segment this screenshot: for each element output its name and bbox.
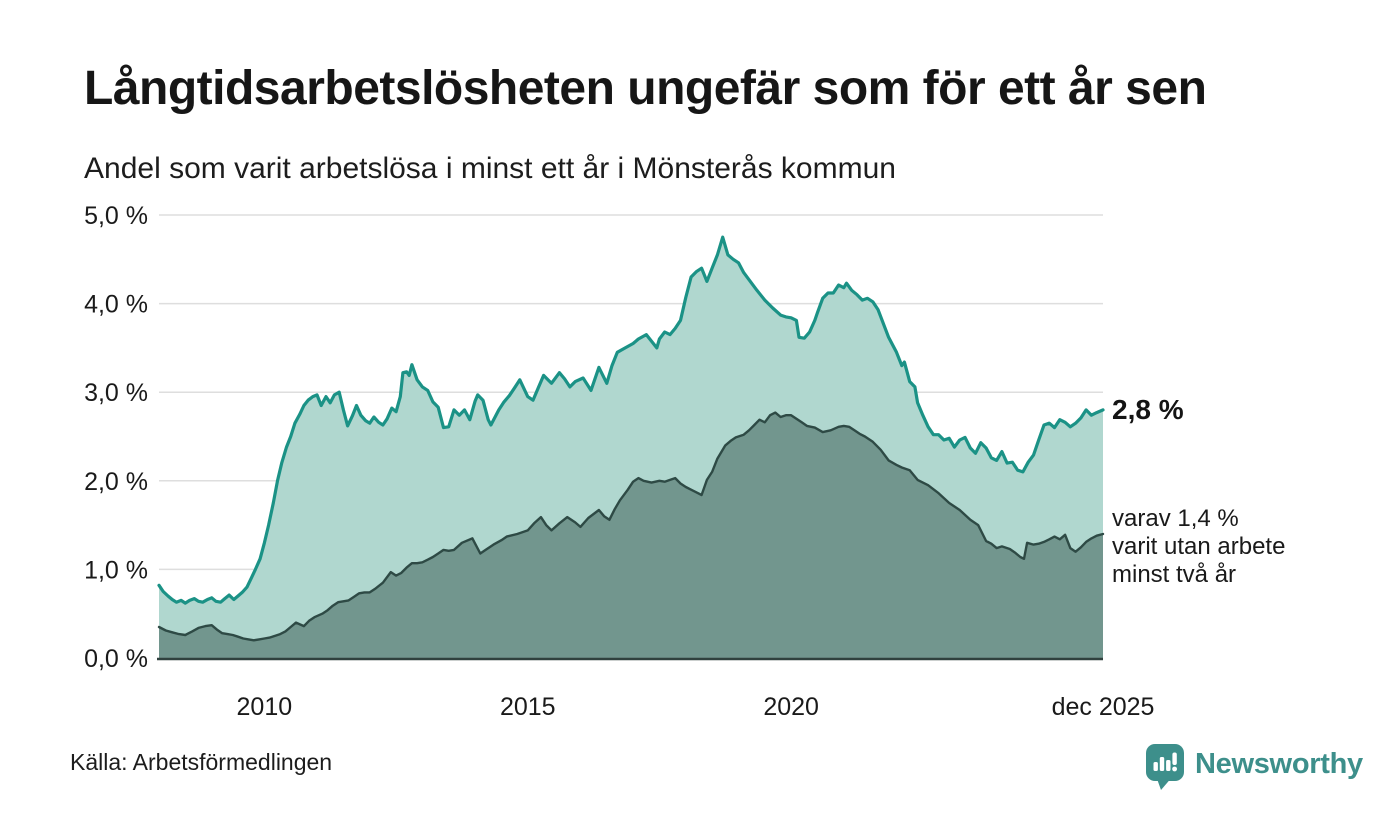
newsworthy-wordmark: Newsworthy xyxy=(1195,748,1363,780)
secondary-annotation-line: minst två år xyxy=(1112,560,1237,588)
svg-text:dec 2025: dec 2025 xyxy=(1052,693,1155,721)
svg-text:3,0 %: 3,0 % xyxy=(84,379,148,407)
secondary-annotation-line: varav 1,4 % xyxy=(1112,504,1239,532)
source-note: Källa: Arbetsförmedlingen xyxy=(70,749,333,775)
bar-chart-bubble-icon xyxy=(1145,743,1185,796)
svg-text:1,0 %: 1,0 % xyxy=(84,556,148,584)
svg-text:4,0 %: 4,0 % xyxy=(84,291,148,319)
end-value-label: 2,8 % xyxy=(1112,393,1184,425)
svg-text:0,0 %: 0,0 % xyxy=(84,645,148,673)
secondary-annotation: varav 1,4 % varit utan arbete minst två … xyxy=(1112,505,1285,589)
svg-text:2020: 2020 xyxy=(763,693,819,721)
secondary-annotation-line: varit utan arbete xyxy=(1112,532,1286,560)
svg-text:2010: 2010 xyxy=(237,693,293,721)
svg-text:2015: 2015 xyxy=(500,693,556,721)
svg-text:2,0 %: 2,0 % xyxy=(84,468,148,496)
svg-text:5,0 %: 5,0 % xyxy=(84,202,148,230)
chart-subtitle: Andel som varit arbetslösa i minst ett å… xyxy=(84,152,896,185)
newsworthy-logo: Newsworthy xyxy=(1145,743,1363,796)
page-title: Långtidsarbetslösheten ungefär som för e… xyxy=(84,62,1207,115)
